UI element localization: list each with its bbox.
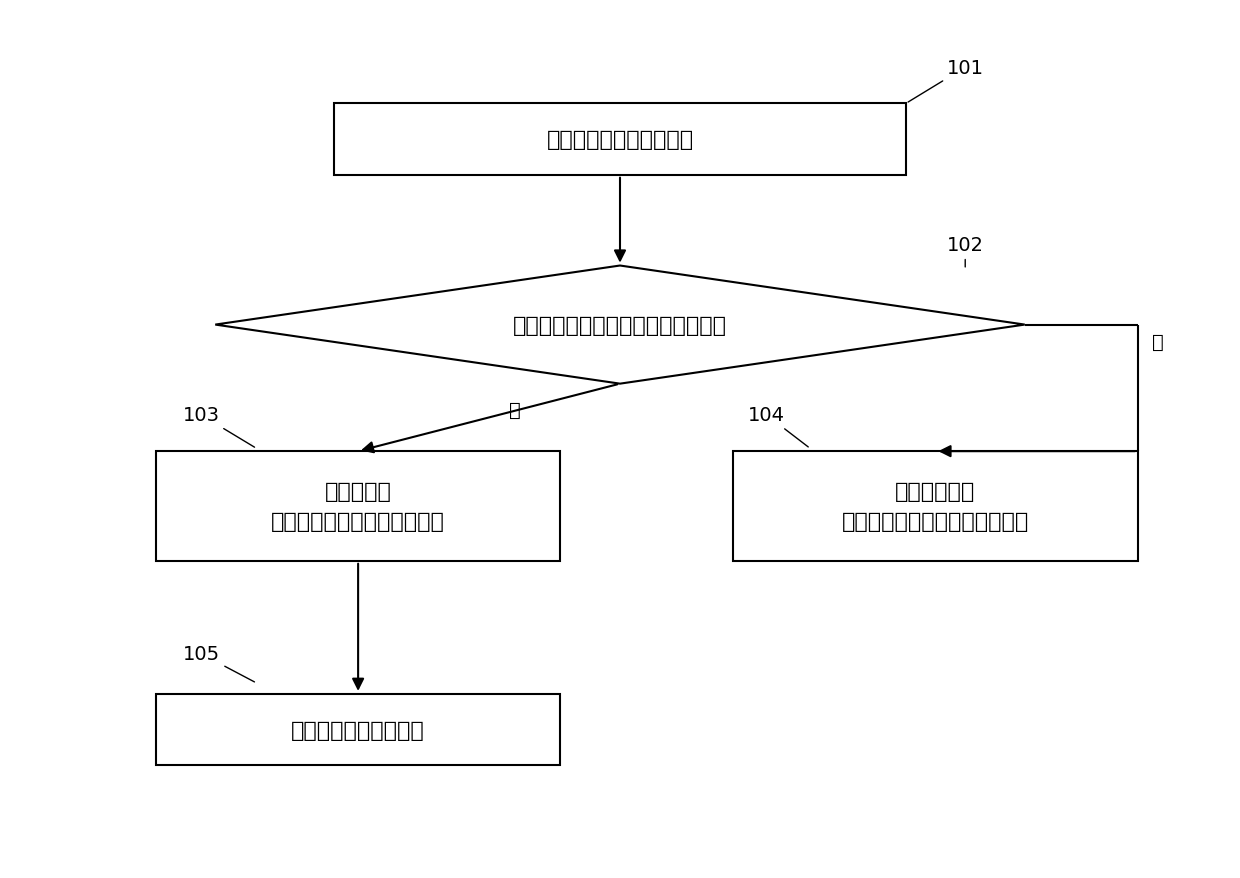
Bar <box>733 451 1138 561</box>
Polygon shape <box>216 266 1024 385</box>
Text: 确认与位移
的标记相对应的螺栓发生松动: 确认与位移 的标记相对应的螺栓发生松动 <box>272 482 445 531</box>
Text: 104: 104 <box>748 406 808 448</box>
Text: 是: 是 <box>510 400 521 419</box>
Text: 否: 否 <box>1152 333 1164 351</box>
Bar <box>156 694 560 766</box>
Text: 确认与未位移
的标记相对应的螺栓未发生松动: 确认与未位移 的标记相对应的螺栓未发生松动 <box>842 482 1029 531</box>
Text: 101: 101 <box>908 59 983 103</box>
Bar <box>156 451 560 561</box>
Text: 发送螺栓松动报警信息: 发送螺栓松动报警信息 <box>291 720 425 740</box>
Text: 102: 102 <box>946 235 983 268</box>
Text: 103: 103 <box>182 406 254 448</box>
Text: 判断螺栓检测图像中的标记是否位移: 判断螺栓检测图像中的标记是否位移 <box>513 315 727 335</box>
Bar <box>335 104 905 176</box>
Text: 对螺栓拍摄螺栓检测图像: 对螺栓拍摄螺栓检测图像 <box>547 130 693 150</box>
Text: 105: 105 <box>182 644 254 682</box>
